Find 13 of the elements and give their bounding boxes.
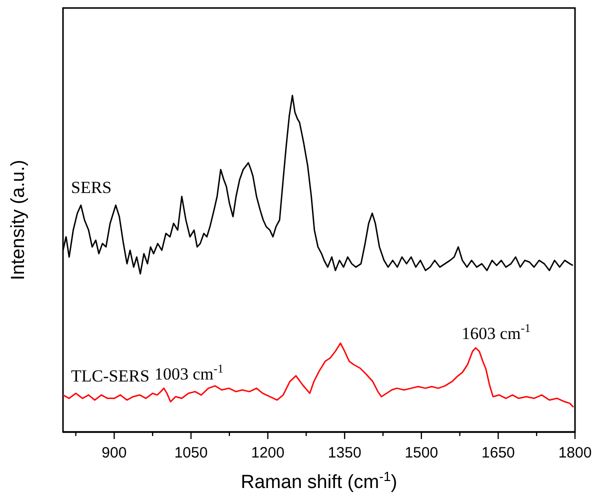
annotation: 1603 cm$^{-1}$ bbox=[462, 320, 531, 343]
x-tick-label: 1350 bbox=[328, 444, 362, 462]
y-axis-title: Intensity (a.u.) bbox=[8, 160, 29, 280]
series-label: SERS bbox=[71, 178, 112, 198]
x-tick-label: 900 bbox=[102, 444, 127, 462]
x-tick-label: 1500 bbox=[404, 444, 438, 462]
series-label: TLC-SERS bbox=[71, 366, 150, 386]
x-tick-label: 1050 bbox=[174, 444, 208, 462]
x-tick-label: 1200 bbox=[251, 444, 284, 462]
x-tick-label: 1650 bbox=[482, 444, 515, 462]
x-axis-title: Raman shift (cm$^{-1}$) bbox=[240, 468, 398, 493]
annotation: 1003 cm$^{-1}$ bbox=[154, 361, 224, 384]
x-tick-label: 1800 bbox=[558, 444, 592, 462]
